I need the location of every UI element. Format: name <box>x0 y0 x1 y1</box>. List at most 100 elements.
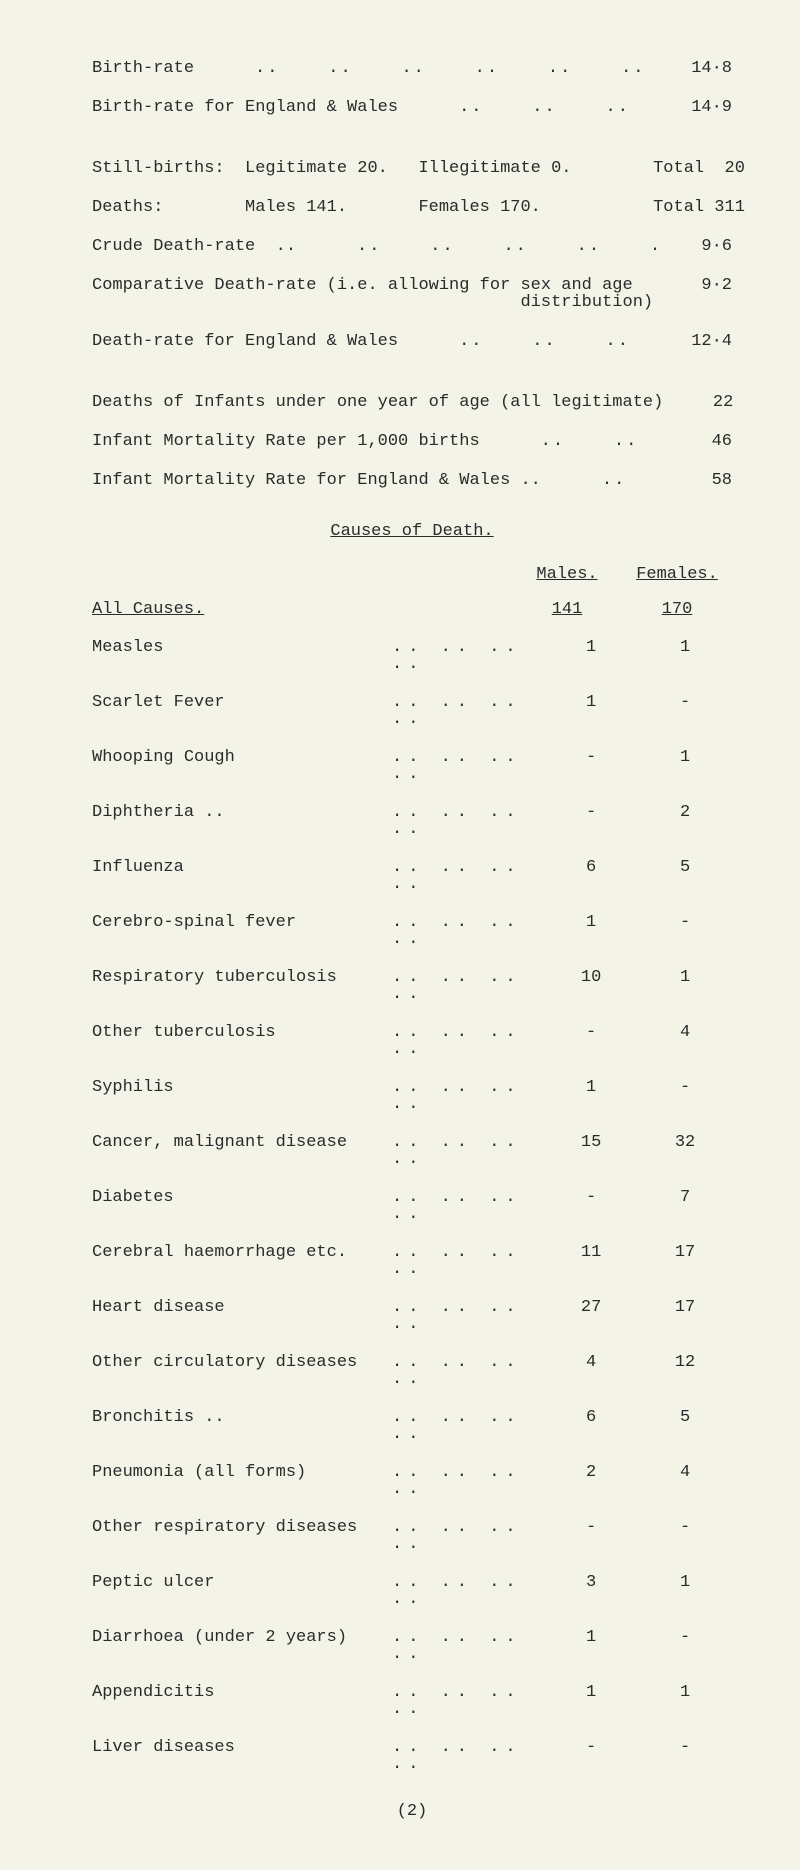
dots-filler: .. .. .. .. <box>392 859 544 893</box>
cause-label: Pneumonia (all forms) <box>92 1464 392 1498</box>
cause-label: Bronchitis .. <box>92 1409 392 1443</box>
cause-label: Other tuberculosis <box>92 1024 392 1058</box>
cause-row: Diabetes.. .. .. ..-7 <box>92 1189 732 1223</box>
cause-females-value: 1 <box>638 1574 732 1608</box>
cause-label: Scarlet Fever <box>92 694 392 728</box>
death-rate-row: Crude Death-rate .. .. .. .. .. .. .. 9·… <box>92 238 732 255</box>
cause-row: Influenza.. .. .. ..65 <box>92 859 732 893</box>
cause-females-value: - <box>638 1739 732 1773</box>
death-rate-label: Death-rate for England & Wales <box>92 333 398 350</box>
cause-row: Bronchitis .... .. .. ..65 <box>92 1409 732 1443</box>
cause-label: Appendicitis <box>92 1684 392 1718</box>
dots-filler: .. .. .. .. <box>398 99 662 116</box>
cause-females-value: 5 <box>638 859 732 893</box>
cause-males-value: 3 <box>544 1574 638 1608</box>
cause-females-value: 2 <box>638 804 732 838</box>
death-rate-value: 9·6 <box>662 238 732 255</box>
dots-filler: .. .. .. .. <box>392 1464 544 1498</box>
cause-males-value: - <box>544 1024 638 1058</box>
cause-males-value: 6 <box>544 1409 638 1443</box>
cause-females-value: 5 <box>638 1409 732 1443</box>
dots-filler: .. .. .. .. <box>392 914 544 948</box>
cause-label: Respiratory tuberculosis <box>92 969 392 1003</box>
cause-females-value: 4 <box>638 1024 732 1058</box>
stillbirths-line: Still-births: Legitimate 20. Illegitimat… <box>92 160 732 177</box>
cause-males-value: - <box>544 1189 638 1223</box>
cause-females-value: - <box>638 914 732 948</box>
all-causes-row: All Causes. 141 170 <box>92 601 732 618</box>
cause-row: Respiratory tuberculosis.. .. .. ..101 <box>92 969 732 1003</box>
deaths-line: Deaths: Males 141. Females 170. Total 31… <box>92 199 732 216</box>
birth-rate-label: Birth-rate <box>92 60 194 77</box>
all-causes-label: All Causes. <box>92 601 392 618</box>
dots-filler: .. .. .. .. <box>392 1629 544 1663</box>
dots-filler: .. .. .. .. <box>392 694 544 728</box>
cause-females-value: 4 <box>638 1464 732 1498</box>
cause-females-value: - <box>638 1629 732 1663</box>
cause-males-value: 6 <box>544 859 638 893</box>
dots-filler: .. .. .. .. <box>392 1354 544 1388</box>
cause-row: Cerebro-spinal fever.. .. .. ..1- <box>92 914 732 948</box>
cause-label: Syphilis <box>92 1079 392 1113</box>
death-rate-label: Comparative Death-rate (i.e. allowing fo… <box>92 277 653 311</box>
cause-females-value: 1 <box>638 1684 732 1718</box>
cause-row: Other circulatory diseases.. .. .. ..412 <box>92 1354 732 1388</box>
cause-males-value: 1 <box>544 1684 638 1718</box>
cause-row: Diphtheria .... .. .. ..-2 <box>92 804 732 838</box>
cause-row: Appendicitis.. .. .. ..11 <box>92 1684 732 1718</box>
cause-label: Liver diseases <box>92 1739 392 1773</box>
dots-filler: .. .. .. .. <box>392 969 544 1003</box>
dots-filler: .. .. .. .. <box>392 1519 544 1553</box>
cause-row: Other respiratory diseases.. .. .. ..-- <box>92 1519 732 1553</box>
birth-rate-value: 14·9 <box>662 99 732 116</box>
cause-males-value: 1 <box>544 1079 638 1113</box>
cause-males-value: - <box>544 749 638 783</box>
cause-row: Cerebral haemorrhage etc... .. .. ..1117 <box>92 1244 732 1278</box>
cause-males-value: 1 <box>544 1629 638 1663</box>
cause-label: Diarrhoea (under 2 years) <box>92 1629 392 1663</box>
dots-filler: .. .. <box>541 472 662 489</box>
dots-filler: .. .. .. .. <box>392 1189 544 1223</box>
cause-label: Cerebral haemorrhage etc. <box>92 1244 392 1278</box>
dots-filler: .. .. .. .. <box>392 1134 544 1168</box>
dots-filler: .. .. .. .. .. .. .. <box>194 60 662 77</box>
cause-label: Other respiratory diseases <box>92 1519 392 1553</box>
cause-label: Diphtheria .. <box>92 804 392 838</box>
cause-row: Peptic ulcer.. .. .. ..31 <box>92 1574 732 1608</box>
infant-stat-row: Infant Mortality Rate per 1,000 births .… <box>92 433 732 450</box>
cause-males-value: - <box>544 1519 638 1553</box>
cause-males-value: - <box>544 804 638 838</box>
stillbirths-text: Still-births: Legitimate 20. Illegitimat… <box>92 160 745 177</box>
cause-label: Cancer, malignant disease <box>92 1134 392 1168</box>
birth-rate-value: 14·8 <box>662 60 732 77</box>
cause-females-value: 12 <box>638 1354 732 1388</box>
dots-filler: .. .. .. .. <box>392 1244 544 1278</box>
cause-row: Scarlet Fever.. .. .. ..1- <box>92 694 732 728</box>
cause-females-value: 7 <box>638 1189 732 1223</box>
birth-rate-row: Birth-rate for England & Wales .. .. .. … <box>92 99 732 116</box>
cause-females-value: - <box>638 1079 732 1113</box>
cause-females-value: - <box>638 1519 732 1553</box>
document-page: Birth-rate .. .. .. .. .. .. .. 14·8 Birt… <box>0 0 800 1870</box>
cause-females-value: 32 <box>638 1134 732 1168</box>
infant-stat-row: Deaths of Infants under one year of age … <box>92 394 732 411</box>
cause-males-value: 1 <box>544 694 638 728</box>
cause-row: Pneumonia (all forms).. .. .. ..24 <box>92 1464 732 1498</box>
cause-females-value: 1 <box>638 749 732 783</box>
death-rate-value: 9·2 <box>662 277 732 311</box>
cause-males-value: 27 <box>544 1299 638 1333</box>
death-rate-row: Comparative Death-rate (i.e. allowing fo… <box>92 277 732 311</box>
infant-stat-label: Infant Mortality Rate per 1,000 births <box>92 433 480 450</box>
infant-stat-value: 22 <box>663 394 733 411</box>
cause-label: Diabetes <box>92 1189 392 1223</box>
death-rate-label: Crude Death-rate .. <box>92 238 296 255</box>
page-number: (2) <box>92 1803 732 1820</box>
infant-stat-value: 58 <box>662 472 732 489</box>
birth-rate-label: Birth-rate for England & Wales <box>92 99 398 116</box>
cause-females-value: 17 <box>638 1299 732 1333</box>
cause-label: Peptic ulcer <box>92 1574 392 1608</box>
cause-females-value: 17 <box>638 1244 732 1278</box>
death-rate-row: Death-rate for England & Wales .. .. .. … <box>92 333 732 350</box>
cause-label: Other circulatory diseases <box>92 1354 392 1388</box>
dots-filler: .. .. .. <box>480 433 662 450</box>
